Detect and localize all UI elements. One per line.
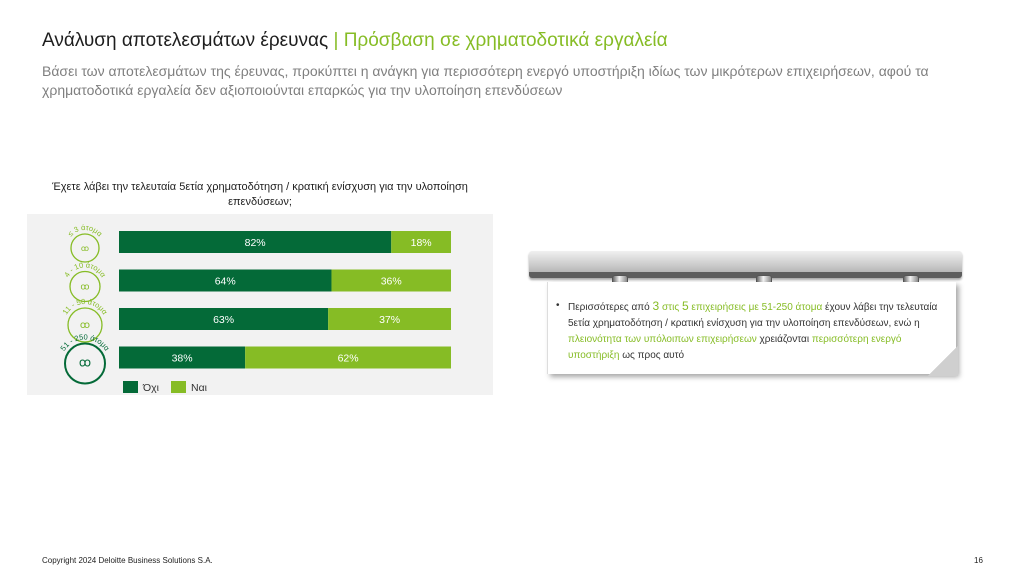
bar-segment-yes [245, 346, 451, 369]
page-subtitle: Βάσει των αποτελεσμάτων της έρευνας, προ… [42, 63, 929, 98]
people-icon: ꝏ [81, 244, 89, 253]
people-icon: ꝏ [80, 283, 89, 293]
note-t6: χρειάζονται [756, 334, 812, 345]
data-label: 36% [381, 276, 402, 288]
bar-segment-no [119, 346, 246, 369]
copyright: Copyright 2024 Deloitte Business Solutio… [42, 556, 213, 565]
title-separator: | [333, 30, 339, 51]
category-badge-circle [70, 233, 100, 263]
bar-segment-no [119, 308, 329, 330]
category-badge-circle [69, 270, 101, 303]
note-h1: 3 [652, 299, 660, 313]
data-label: 37% [379, 314, 400, 326]
data-label: 18% [411, 237, 432, 249]
title-accent: Πρόσβαση σε χρηματοδοτικά εργαλεία [343, 30, 668, 51]
note-bullet: • [556, 300, 560, 311]
legend-label: Ναι [191, 382, 208, 394]
page-number: 16 [974, 556, 983, 565]
note-h2: στις [662, 302, 680, 313]
people-icon: ꝏ [79, 356, 91, 370]
note-h4: επιχειρήσεις με 51-250 άτομα [691, 302, 823, 313]
note-t7: ως προς αυτό [619, 350, 685, 361]
note-h6: περισσότερη ενεργό υποστήριξη [568, 334, 902, 361]
data-label: 82% [245, 237, 266, 249]
note-t5: έχουν λάβει την τελευταία 5ετία χρηματοδ… [568, 302, 938, 329]
data-label: 63% [213, 314, 234, 326]
category-label: ≤ 3 άτομα [66, 223, 105, 239]
legend-label: Όχι [142, 382, 160, 394]
legend-swatch-no [123, 381, 138, 393]
category-label: 4 - 10 άτομα [62, 260, 108, 279]
category-badge-circle [67, 307, 103, 343]
legend-swatch-yes [171, 381, 186, 393]
note-h3: 5 [681, 299, 689, 313]
bar-segment-yes [391, 231, 451, 253]
note-text: • Περισσότερες από 3 στις 5 επιχειρήσεις… [556, 298, 948, 364]
note-h5: πλειονότητα των υπόλοιπων επιχειρήσεων [568, 334, 757, 345]
note-card [547, 282, 958, 376]
page-title: Ανάλυση αποτελεσμάτων έρευνας | Πρόσβαση… [42, 30, 668, 52]
data-label: 62% [338, 353, 359, 365]
category-label: 11 - 50 άτομα [61, 297, 110, 317]
chart-title: Έχετε λάβει την τελευταία 5ετία χρηματοδ… [52, 181, 468, 208]
bar-segment-no [119, 269, 332, 292]
bar-segment-yes [328, 308, 451, 330]
data-label: 38% [172, 353, 193, 365]
title-main: Ανάλυση αποτελεσμάτων έρευνας [42, 30, 329, 51]
bar-segment-yes [331, 269, 451, 292]
data-label: 64% [215, 276, 236, 288]
stacked-bar-chart: ꝏ ≤ 3 άτομα 82% 18% ꝏ 4 - 10 άτομα 64% 36% ꝏ 11 -… [58, 223, 451, 394]
people-icon: ꝏ [80, 320, 90, 331]
note-t1: Περισσότερες από [568, 302, 653, 313]
clipboard-bar [529, 251, 962, 278]
category-badge-circle [64, 342, 106, 385]
bar-segment-no [119, 231, 392, 253]
